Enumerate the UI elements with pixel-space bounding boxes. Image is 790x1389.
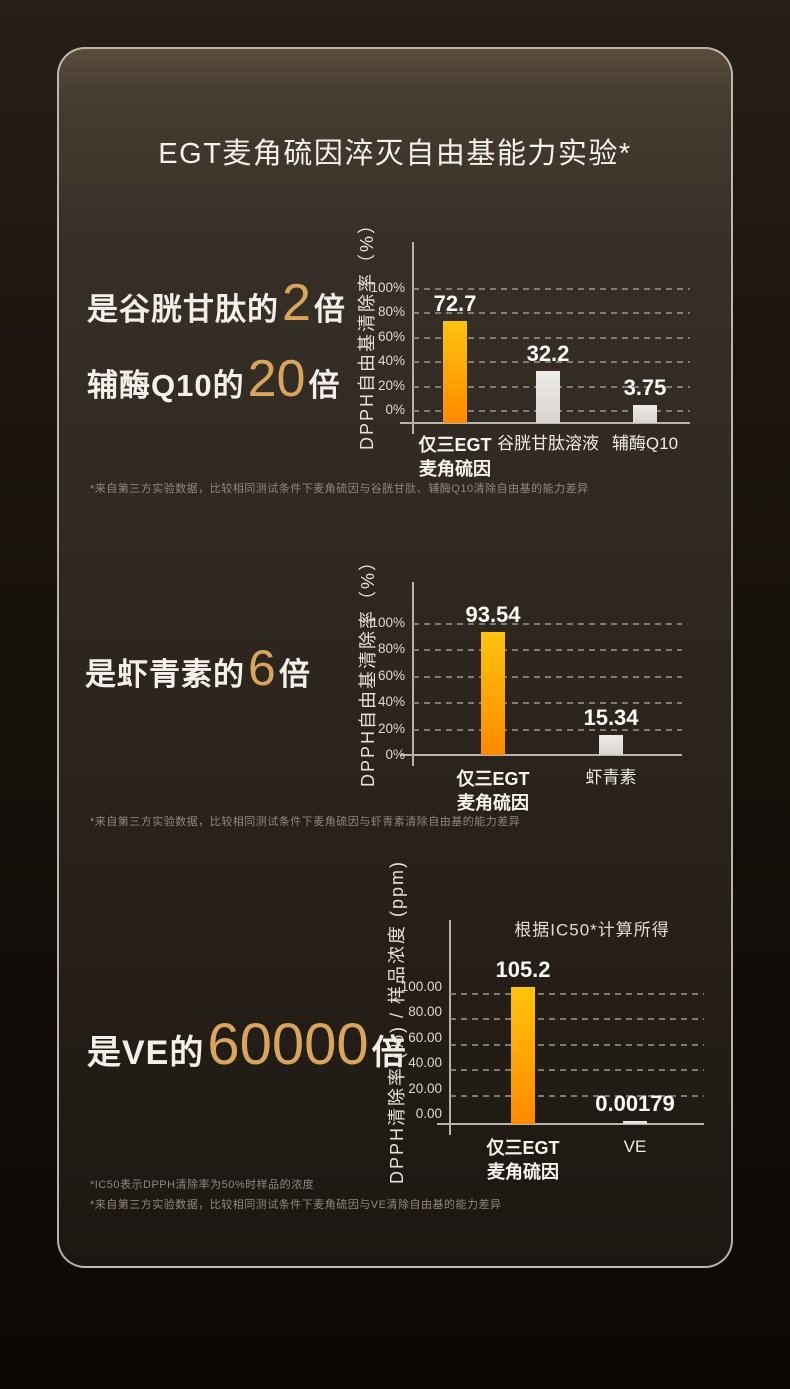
tick-label: 60% [377,667,405,683]
gridline [413,623,682,625]
gridline [450,1018,704,1020]
bar-value-label: 105.2 [495,956,551,982]
category-label: 谷胱甘肽溶液 [497,434,599,453]
y-axis [412,582,414,766]
headline-astaxanthin: 是虾青素的 6 倍 [85,639,311,697]
headline-multiplier: 2 [282,274,311,332]
chart-dpph-vs-astaxanthin: DPPH自由基清除率（%） 0% 20% 40% 60% 80% 100% 93.54 仅三EG… [342,551,712,842]
headline-glutathione: 是谷胱甘肽的 2 倍 [87,273,346,333]
bar-1 [511,986,535,1124]
tick-label: 40% [377,694,405,710]
headline-suffix: 倍 [313,292,346,327]
tick-label: 100% [370,615,405,630]
bar-value-label: 72.7 [433,290,477,316]
bar-value-label: 0.00179 [595,1090,675,1116]
gridline [450,1043,704,1046]
category-label: 仅三EGT 麦角硫因 [456,769,530,814]
gridline [413,649,682,652]
page-title: EGT麦角硫因淬灭自由基能力实验* [158,138,632,170]
x-axis [400,754,682,756]
experiment-card: EGT麦角硫因淬灭自由基能力实验* 是谷胱甘肽的 2 倍 辅酶Q10的 20 倍 DPP… [57,47,733,1268]
headline-suffix: 倍 [308,368,341,403]
headline-multiplier: 60000 [207,1012,369,1077]
chart-dpph-vs-glutathione-coq10: DPPH自由基清除率（%） 0% 20% 40% 60% 80% 100% 72.7 仅三EGT… [342,214,712,517]
y-axis [449,920,451,1135]
tick-label: 80% [377,304,405,319]
chart-annotation: 根据IC50*计算所得 [514,920,670,940]
footnote-chart-1: *来自第三方实验数据，比较相同测试条件下麦角硫因与谷胱甘肽、辅酶Q10清除自由基… [90,483,589,495]
tick-label: 0.00 [415,1106,442,1121]
bar-2 [623,1120,647,1124]
bar-3 [633,405,657,423]
bar-2 [536,370,560,423]
headline-prefix: 辅酶Q10的 [87,368,245,403]
bar-value-label: 3.75 [623,375,667,401]
bar-2 [599,734,623,755]
headline-multiplier: 6 [248,640,276,696]
headline-suffix: 倍 [278,657,311,692]
headline-suffix: 倍 [371,1034,407,1072]
gridline [450,1094,704,1097]
tick-label: 100% [370,279,405,295]
x-axis [437,1123,704,1125]
headline-prefix: 是VE的 [87,1034,205,1072]
y-axis-label: DPPH清除率 (%) / 样品浓度 (ppm) [387,859,407,1185]
tick-label: 20.00 [408,1080,442,1096]
gridline [413,312,690,314]
tick-label: 100.00 [400,978,442,994]
tick-label: 60% [377,328,405,344]
tick-label: 80.00 [408,1004,442,1019]
gridline [413,336,690,339]
category-label: 虾青素 [585,768,637,787]
gridline [413,675,682,678]
gridline [413,287,690,290]
tick-label: 60.00 [408,1029,442,1045]
category-label: 辅酶Q10 [611,434,679,453]
category-label: 仅三EGT 麦角硫因 [418,435,492,480]
tick-label: 20% [377,720,405,736]
chart-dpph-vs-ve: DPPH清除率 (%) / 样品浓度 (ppm) 0.00 20.00 40.00 60… [342,860,735,1212]
gridline [413,728,682,731]
footnote-chart-3: *来自第三方实验数据，比较相同测试条件下麦角硫因与VE清除自由基的能力差异 [90,1199,502,1211]
tick-label: 80% [377,641,405,657]
tick-label: 20% [377,377,405,393]
headline-coq10: 辅酶Q10的 20 倍 [87,349,340,409]
headline-ve: 是VE的 60000 倍 [87,1011,407,1078]
bar-1 [443,320,467,423]
headline-prefix: 是谷胱甘肽的 [87,292,279,327]
bar-value-label: 93.54 [465,601,521,627]
bar-1 [481,631,505,755]
tick-label: 40% [377,353,405,368]
gridline [413,702,682,705]
bar-value-label: 32.2 [526,340,570,366]
category-label: 仅三EGT 麦角硫因 [486,1138,560,1183]
gridline [450,1069,704,1071]
gridline [450,992,704,995]
headline-prefix: 是虾青素的 [85,657,245,692]
x-axis [400,422,690,424]
tick-label: 0% [385,747,405,762]
tick-label: 40.00 [408,1055,442,1070]
bar-value-label: 15.34 [583,704,639,730]
headline-multiplier: 20 [247,350,306,408]
tick-label: 0% [385,402,405,417]
category-label: VE [623,1137,647,1156]
footnote-ic50: *IC50表示DPPH清除率为50%时样品的浓度 [90,1179,315,1191]
footnote-chart-2: *来自第三方实验数据，比较相同测试条件下麦角硫因与虾青素清除自由基的能力差异 [90,816,521,828]
gridline [413,361,690,363]
